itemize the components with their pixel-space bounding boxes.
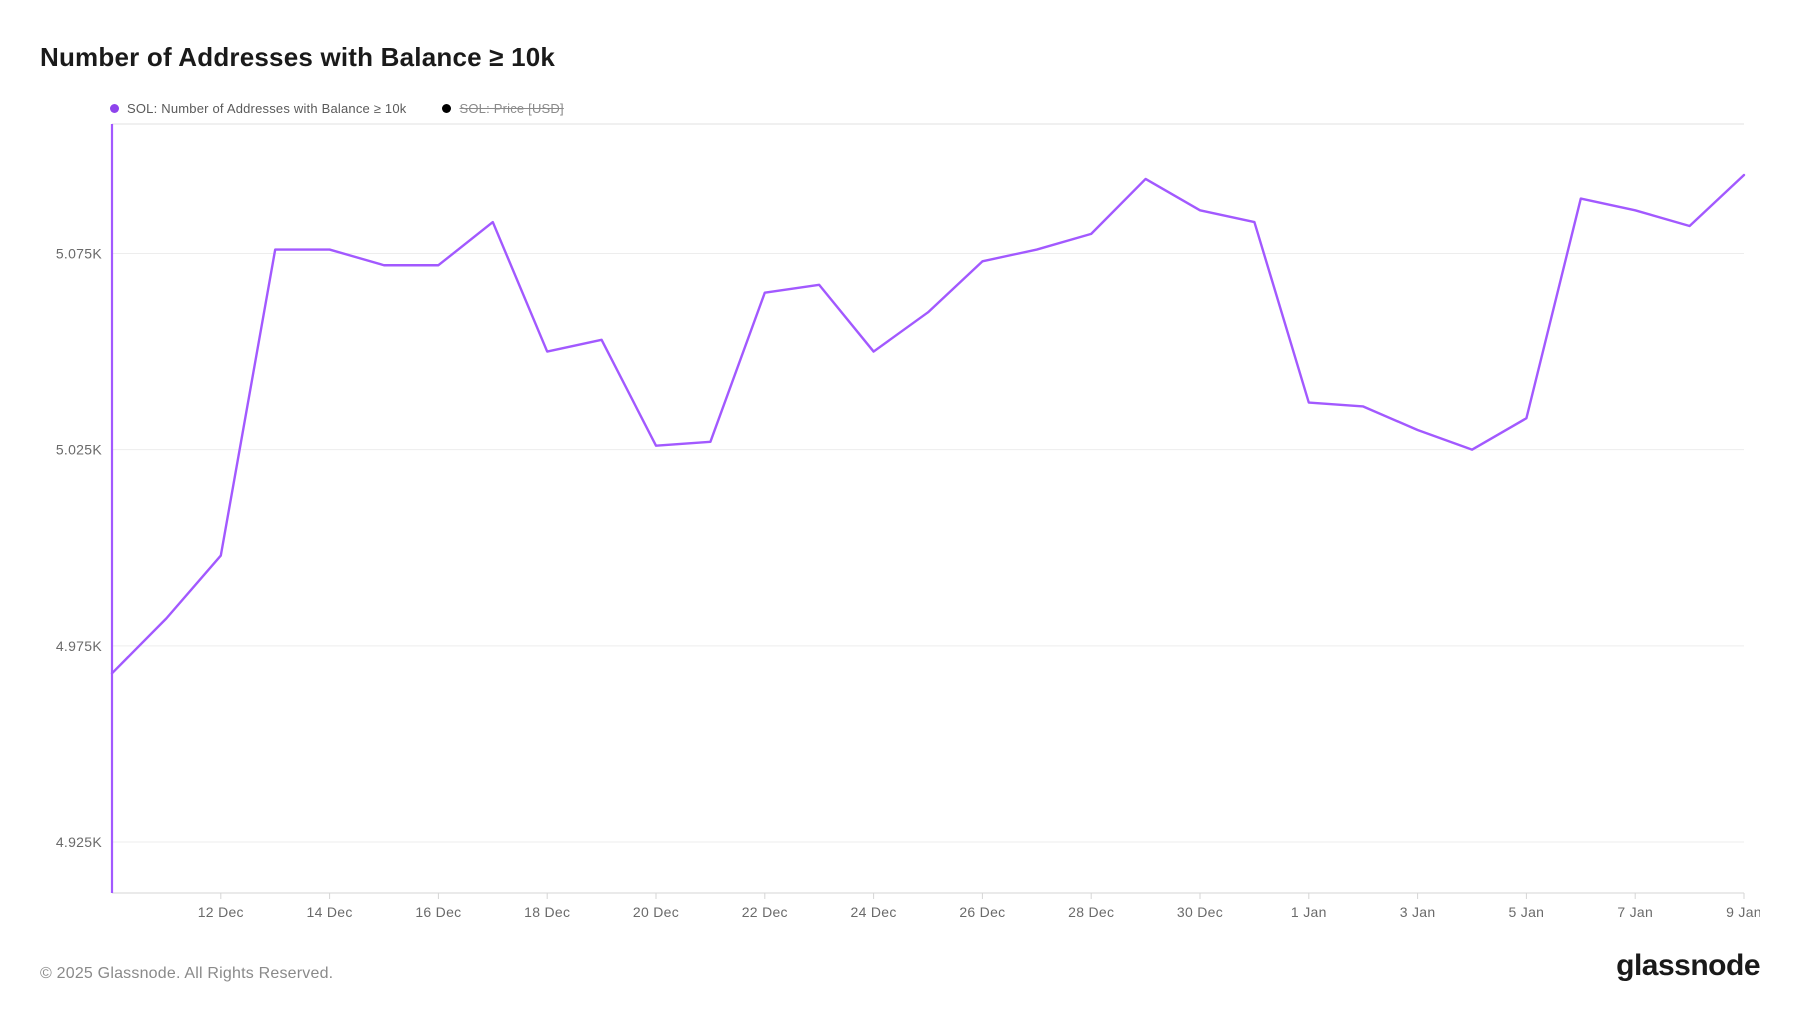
- svg-text:7 Jan: 7 Jan: [1617, 904, 1653, 920]
- svg-text:4.975K: 4.975K: [56, 638, 103, 654]
- brand-logo: glassnode: [1616, 949, 1760, 983]
- chart-plot-area[interactable]: 4.925K 4.975K 5.025K 5.075K 12 Dec 14 Dec 16 D…: [40, 118, 1760, 927]
- svg-text:28 Dec: 28 Dec: [1068, 904, 1114, 920]
- svg-text:26 Dec: 26 Dec: [959, 904, 1005, 920]
- svg-text:12 Dec: 12 Dec: [198, 904, 244, 920]
- line-chart-svg: 4.925K 4.975K 5.025K 5.075K 12 Dec 14 Dec 16 D…: [40, 118, 1760, 927]
- svg-text:24 Dec: 24 Dec: [851, 904, 897, 920]
- legend-dot-icon: [110, 104, 119, 113]
- legend-item-addresses[interactable]: SOL: Number of Addresses with Balance ≥ …: [110, 101, 406, 116]
- svg-text:4.925K: 4.925K: [56, 834, 103, 850]
- svg-text:1 Jan: 1 Jan: [1291, 904, 1327, 920]
- svg-text:22 Dec: 22 Dec: [742, 904, 788, 920]
- svg-text:16 Dec: 16 Dec: [415, 904, 461, 920]
- chart-container: Number of Addresses with Balance ≥ 10k S…: [0, 0, 1800, 1013]
- svg-text:5 Jan: 5 Jan: [1509, 904, 1545, 920]
- legend-label: SOL: Price [USD]: [459, 101, 563, 116]
- footer: © 2025 Glassnode. All Rights Reserved. g…: [40, 949, 1760, 983]
- svg-text:30 Dec: 30 Dec: [1177, 904, 1223, 920]
- chart-legend: SOL: Number of Addresses with Balance ≥ …: [110, 101, 1760, 116]
- copyright-text: © 2025 Glassnode. All Rights Reserved.: [40, 965, 333, 983]
- legend-item-price[interactable]: SOL: Price [USD]: [442, 101, 563, 116]
- legend-label: SOL: Number of Addresses with Balance ≥ …: [127, 101, 406, 116]
- svg-text:9 Jan: 9 Jan: [1726, 904, 1760, 920]
- chart-title: Number of Addresses with Balance ≥ 10k: [40, 42, 1760, 73]
- svg-text:14 Dec: 14 Dec: [307, 904, 353, 920]
- svg-text:18 Dec: 18 Dec: [524, 904, 570, 920]
- legend-dot-icon: [442, 104, 451, 113]
- svg-text:5.025K: 5.025K: [56, 442, 103, 458]
- svg-text:3 Jan: 3 Jan: [1400, 904, 1436, 920]
- svg-text:5.075K: 5.075K: [56, 245, 103, 261]
- svg-text:20 Dec: 20 Dec: [633, 904, 679, 920]
